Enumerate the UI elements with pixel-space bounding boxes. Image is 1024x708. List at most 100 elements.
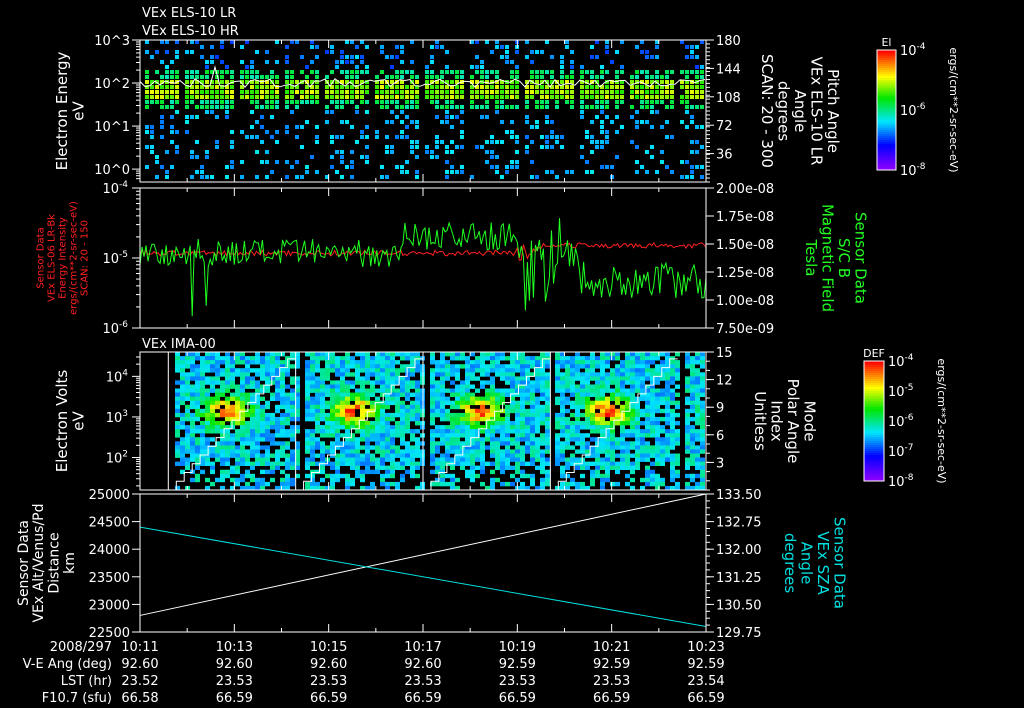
- spectrogram-cell: [165, 50, 169, 54]
- spectrogram-cell: [540, 90, 544, 94]
- spectrogram-cell: [630, 376, 635, 381]
- spectrogram-cell: [475, 145, 479, 149]
- spectrogram-cell: [690, 384, 695, 389]
- spectrogram-cell: [185, 100, 189, 104]
- spectrogram-cell: [265, 352, 270, 357]
- spectrogram-cell: [580, 145, 584, 149]
- spectrogram-cell: [490, 412, 495, 418]
- spectrogram-cell: [350, 449, 355, 454]
- spectrogram-cell: [380, 481, 385, 487]
- spectrogram-cell: [290, 380, 295, 385]
- spectrogram-cell: [170, 125, 174, 129]
- spectrogram-cell: [650, 400, 655, 406]
- spectrogram-cell: [565, 429, 570, 434]
- spectrogram-cell: [400, 80, 404, 84]
- spectrogram-cell: [615, 441, 620, 446]
- colorbar-segment: [877, 144, 896, 147]
- y-right-tick-label: 132.75: [716, 516, 762, 531]
- spectrogram-cell: [630, 453, 635, 458]
- spectrogram-cell: [205, 175, 209, 179]
- spectrogram-cell: [210, 469, 215, 475]
- spectrogram-cell: [240, 437, 245, 442]
- colorbar-segment: [877, 112, 896, 115]
- spectrogram-cell: [585, 85, 589, 89]
- spectrogram-cell: [485, 396, 490, 401]
- spectrogram-cell: [285, 441, 290, 446]
- spectrogram-cell: [415, 388, 420, 393]
- spectrogram-cell: [670, 100, 674, 104]
- spectrogram-cell: [310, 376, 315, 381]
- spectrogram-cell: [665, 352, 670, 357]
- exponent: -6: [905, 413, 914, 423]
- spectrogram-cell: [175, 449, 180, 454]
- spectrogram-cell: [430, 360, 435, 365]
- spectrogram-cell: [270, 425, 275, 430]
- spectrogram-cell: [250, 461, 255, 466]
- spectrogram-cell: [330, 416, 335, 422]
- spectrogram-cell: [450, 481, 455, 487]
- spectrogram-cell: [410, 469, 415, 475]
- spectrogram-cell: [525, 416, 530, 422]
- spectrogram-cell: [205, 453, 210, 458]
- spectrogram-cell: [670, 356, 675, 361]
- spectrogram-cell: [265, 433, 270, 438]
- spectrogram-cell: [585, 170, 589, 174]
- spectrogram-cell: [590, 388, 595, 393]
- spectrogram-cell: [580, 380, 585, 385]
- spectrogram-cell: [615, 105, 619, 109]
- spectrogram-cell: [690, 445, 695, 450]
- spectrogram-cell: [510, 481, 515, 487]
- spectrogram-cell: [210, 425, 215, 430]
- spectrogram-cell: [550, 70, 554, 74]
- spectrogram-cell: [575, 388, 580, 393]
- spectrogram-cell: [640, 449, 645, 454]
- spectrogram-cell: [345, 449, 350, 454]
- spectrogram-cell: [350, 421, 355, 426]
- spectrogram-cell: [225, 469, 230, 475]
- spectrogram-cell: [390, 55, 394, 59]
- spectrogram-cell: [535, 429, 540, 434]
- spectrogram-cell: [655, 364, 660, 369]
- spectrogram-cell: [550, 130, 554, 134]
- colorbar-tick-label: 10-5: [888, 383, 914, 400]
- spectrogram-cell: [565, 437, 570, 442]
- spectrogram-cell: [500, 396, 505, 401]
- spectrogram-cell: [355, 85, 359, 89]
- spectrogram-cell: [490, 376, 495, 381]
- spectrogram-cell: [580, 80, 584, 84]
- spectrogram-cell: [215, 55, 219, 59]
- spectrogram-cell: [380, 416, 385, 422]
- spectrogram-cell: [575, 457, 580, 462]
- spectrogram-cell: [625, 441, 630, 446]
- spectrogram-cell: [630, 477, 635, 483]
- spectrogram-cell: [690, 396, 695, 401]
- spectrogram-cell: [150, 100, 154, 104]
- spectrogram-cell: [195, 453, 200, 458]
- spectrogram-cell: [510, 388, 515, 393]
- spectrogram-cell: [500, 45, 504, 49]
- spectrogram-cell: [650, 125, 654, 129]
- spectrogram-cell: [440, 433, 445, 438]
- spectrogram-cell: [235, 400, 240, 406]
- spectrogram-cell: [650, 380, 655, 385]
- spectrogram-cell: [315, 55, 319, 59]
- spectrogram-cell: [260, 80, 264, 84]
- spectrogram-cell: [450, 115, 454, 119]
- spectrogram-cell: [435, 105, 439, 109]
- spectrogram-cell: [560, 55, 564, 59]
- spectrogram-cell: [500, 453, 505, 458]
- spectrogram-cell: [220, 477, 225, 483]
- spectrogram-cell: [430, 421, 435, 426]
- spectrogram-cell: [190, 175, 194, 179]
- spectrogram-cell: [520, 416, 525, 422]
- spectrogram-cell: [670, 477, 675, 483]
- spectrogram-cell: [305, 457, 310, 462]
- spectrogram-cell: [410, 372, 415, 377]
- spectrogram-cell: [585, 95, 589, 99]
- spectrogram-cell: [690, 425, 695, 430]
- spectrogram-cell: [550, 145, 554, 149]
- spectrogram-cell: [485, 400, 490, 406]
- colorbar-segment: [877, 106, 896, 109]
- spectrogram-cell: [440, 352, 445, 357]
- spectrogram-cell: [635, 145, 639, 149]
